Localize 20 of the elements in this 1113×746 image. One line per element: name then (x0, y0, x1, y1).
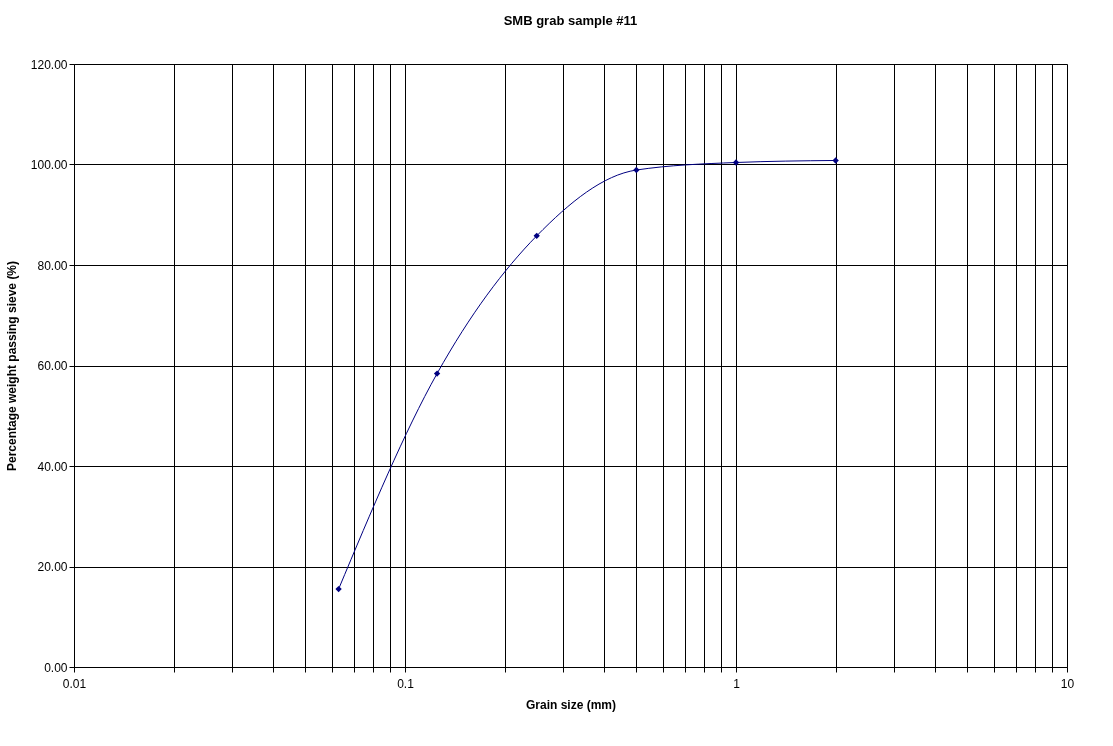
point (732, 159, 740, 166)
x-tick-label: 0.1 (397, 676, 415, 691)
x-tick-label: 1 (733, 676, 741, 691)
chart-title: SMB grab sample #11 (503, 13, 638, 28)
y-tick-label: 40.00 (37, 459, 68, 474)
x-tick-label: 10 (1060, 676, 1075, 691)
y-tick-label: 0.00 (44, 660, 68, 675)
y-tick-label: 20.00 (37, 560, 68, 574)
y-tick-label: 80.00 (37, 258, 68, 273)
point (832, 157, 839, 164)
y-tick-label: 120.00 (30, 57, 68, 72)
point (433, 370, 441, 377)
x-axis-title: Grain size (mm) (525, 697, 617, 712)
y-tick-label: 100.00 (30, 158, 68, 172)
x-tick-label: 0.01 (62, 676, 87, 691)
y-tick-label: 60.00 (37, 359, 68, 373)
point (633, 166, 640, 174)
point (533, 232, 540, 240)
point (335, 585, 342, 593)
y-axis-title: Percentage weight passing sieve (%) (4, 260, 19, 472)
